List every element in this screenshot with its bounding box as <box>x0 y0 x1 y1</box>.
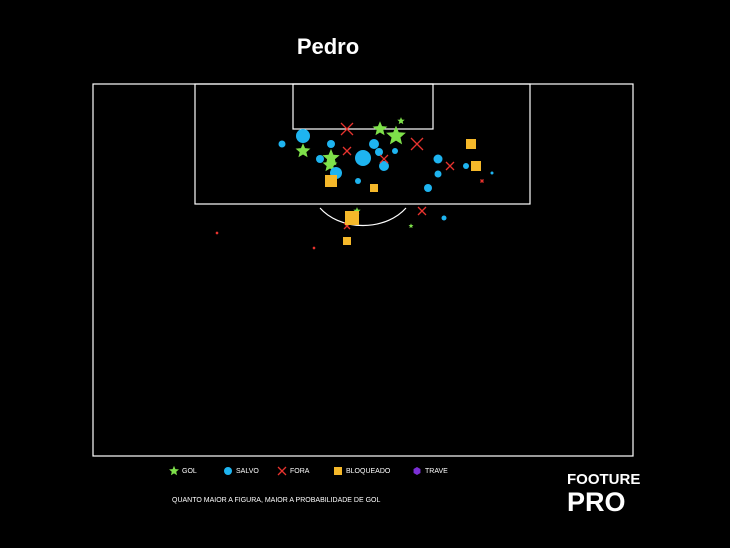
shot-circle <box>355 178 361 184</box>
shot-star <box>386 125 406 145</box>
shot-circle <box>463 163 469 169</box>
shot-circle <box>490 171 494 175</box>
shot-circle <box>379 161 389 171</box>
legend-marker <box>413 467 421 475</box>
legend-marker <box>169 465 179 476</box>
shot-x <box>417 206 427 216</box>
shot-star <box>397 117 405 125</box>
shot-star <box>408 223 414 229</box>
shot-circle <box>433 154 443 164</box>
legend-marker <box>334 467 342 475</box>
shot-x <box>480 179 484 183</box>
shot-star <box>372 121 388 136</box>
shot-x <box>340 122 354 136</box>
shot-star <box>295 143 311 158</box>
goal-area <box>292 83 434 130</box>
shot-x <box>215 231 219 235</box>
shot-circle <box>375 148 383 156</box>
penalty-arc <box>319 207 407 227</box>
shot-circle <box>327 140 335 148</box>
shot-square <box>343 237 351 245</box>
shot-circle <box>441 215 447 221</box>
legend-label: BLOQUEADO <box>346 468 391 475</box>
shot-circle <box>424 184 432 192</box>
shot-circle <box>369 139 379 149</box>
shot-square <box>471 161 481 171</box>
shot-circle <box>434 170 442 178</box>
legend-label: FORA <box>290 468 310 475</box>
shot-star <box>322 148 340 166</box>
shot-square <box>345 211 359 225</box>
shot-x <box>445 161 455 171</box>
legend-marker <box>224 467 232 475</box>
shot-x <box>410 137 424 151</box>
brand-top: FOOTURE <box>567 471 640 488</box>
legend-label: TRAVE <box>425 468 448 475</box>
shot-x <box>312 246 316 250</box>
shot-square <box>325 175 337 187</box>
brand-bottom: PRO <box>567 487 626 517</box>
shot-circle <box>316 155 324 163</box>
legend-label: SALVO <box>236 468 259 475</box>
shot-circle <box>278 140 286 148</box>
shot-square <box>466 139 476 149</box>
shot-square <box>370 184 378 192</box>
shot-x <box>379 154 389 164</box>
legend-label: GOL <box>182 468 197 475</box>
shot-x <box>342 146 352 156</box>
chart-title: Pedro <box>297 34 359 59</box>
shot-circle <box>355 150 371 166</box>
legend-marker <box>277 466 287 476</box>
note: QUANTO MAIOR A FIGURA, MAIOR A PROBABILI… <box>172 497 380 504</box>
pitch <box>92 83 634 457</box>
shot-circle <box>392 148 398 154</box>
shot-circle <box>296 129 310 143</box>
